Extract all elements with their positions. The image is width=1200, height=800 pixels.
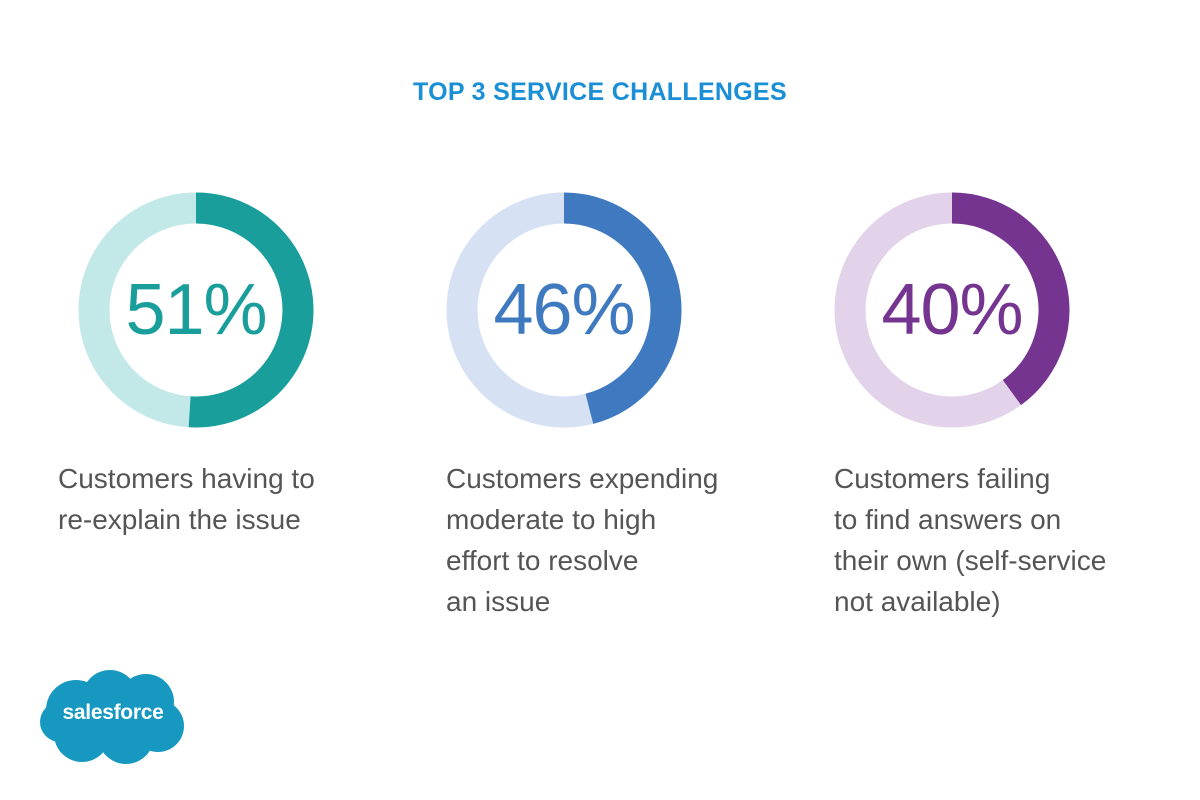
caption-line: an issue: [446, 586, 551, 617]
donut-chart-re-explain: 51%: [76, 190, 316, 430]
percent-value: 46%: [493, 270, 635, 350]
logo-wordmark: salesforce: [62, 701, 164, 724]
donut-value-arc: [188, 192, 314, 428]
donut-value-arc: [951, 192, 1070, 406]
percent-value: 40%: [881, 270, 1023, 350]
percent-value: 51%: [125, 270, 267, 350]
salesforce-logo: salesforce: [38, 664, 188, 768]
caption-line: Customers failing: [834, 463, 1051, 494]
caption-high-effort: Customers expending moderate to high eff…: [446, 458, 786, 622]
donut-svg: [78, 192, 314, 428]
donut-svg: [834, 192, 1070, 428]
caption-line: not available): [834, 586, 1001, 617]
caption-line: effort to resolve: [446, 545, 639, 576]
caption-line: moderate to high: [446, 504, 657, 535]
cloud-icon: [40, 670, 184, 764]
caption-line: to find answers on: [834, 504, 1062, 535]
caption-line: Customers expending: [446, 463, 719, 494]
caption-line: their own (self-service: [834, 545, 1107, 576]
caption-line: Customers having to: [58, 463, 315, 494]
caption-self-service: Customers failing to find answers on the…: [834, 458, 1174, 622]
donut-value-arc: [563, 192, 682, 424]
donut-chart-high-effort: 46%: [444, 190, 684, 430]
caption-line: re-explain the issue: [58, 504, 301, 535]
donut-svg: [446, 192, 682, 428]
chart-title: TOP 3 SERVICE CHALLENGES: [413, 78, 787, 106]
caption-re-explain: Customers having to re-explain the issue: [58, 458, 398, 540]
donut-chart-self-service: 40%: [832, 190, 1072, 430]
